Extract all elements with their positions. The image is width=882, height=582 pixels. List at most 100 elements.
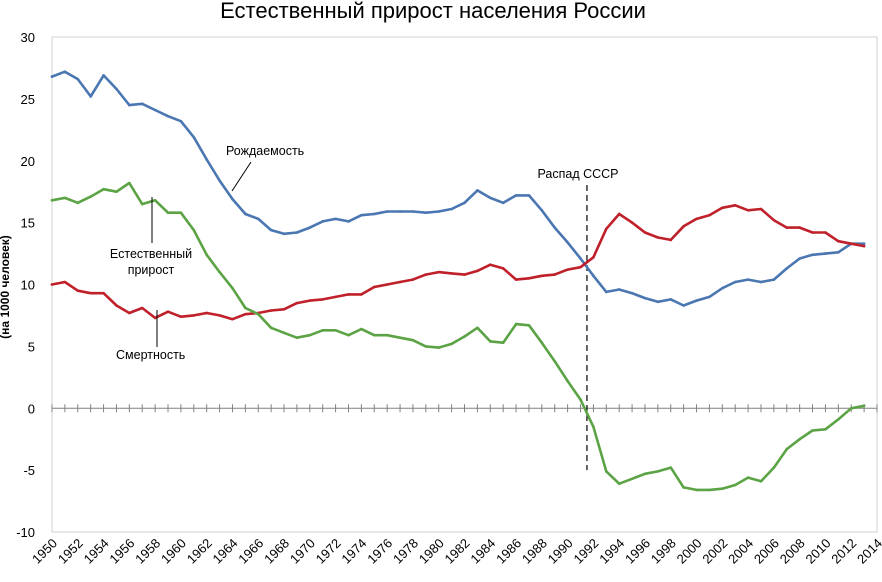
y-tick-label: 20 bbox=[21, 154, 35, 169]
x-tick-label: 1964 bbox=[210, 536, 241, 567]
data-point-birth bbox=[604, 290, 608, 294]
data-point-birth bbox=[115, 87, 118, 91]
data-point-birth bbox=[721, 286, 724, 290]
data-point-birth bbox=[372, 212, 376, 216]
data-point-natural bbox=[643, 472, 647, 476]
zero-axis bbox=[51, 404, 878, 413]
data-point-natural bbox=[153, 199, 157, 202]
series-group bbox=[50, 70, 866, 492]
data-point-death bbox=[63, 280, 67, 284]
data-point-death bbox=[721, 206, 724, 210]
data-point-death bbox=[695, 217, 698, 221]
data-point-natural bbox=[527, 324, 531, 327]
data-point-death bbox=[708, 213, 711, 217]
y-axis-label: (на 1000 человек) bbox=[0, 235, 12, 339]
data-point-natural bbox=[63, 196, 67, 200]
data-point-natural bbox=[76, 201, 80, 205]
x-tick-label: 1998 bbox=[648, 536, 679, 567]
data-point-death bbox=[630, 221, 634, 224]
data-point-death bbox=[218, 314, 221, 317]
data-point-birth bbox=[398, 210, 402, 213]
data-point-death bbox=[824, 231, 827, 234]
data-point-death bbox=[733, 204, 737, 207]
data-point-death bbox=[372, 285, 376, 289]
data-point-natural bbox=[360, 327, 363, 331]
data-point-natural bbox=[385, 333, 389, 337]
data-point-death bbox=[617, 212, 621, 216]
data-point-death bbox=[205, 311, 208, 315]
data-point-birth bbox=[746, 278, 750, 281]
data-point-birth bbox=[166, 114, 170, 118]
data-point-death bbox=[772, 218, 776, 222]
data-point-natural bbox=[463, 335, 466, 338]
data-point-death bbox=[837, 239, 840, 243]
data-point-death bbox=[295, 301, 299, 305]
chart-title: Естественный прирост населения России bbox=[220, 0, 646, 23]
data-point-natural bbox=[798, 437, 801, 441]
x-tick-label: 2002 bbox=[699, 536, 730, 567]
x-tick-label: 1984 bbox=[467, 536, 498, 567]
data-point-birth bbox=[463, 201, 466, 205]
data-point-death bbox=[579, 265, 582, 269]
data-point-birth bbox=[308, 226, 312, 229]
data-point-natural bbox=[321, 328, 325, 332]
data-point-natural bbox=[617, 482, 621, 486]
data-point-natural bbox=[334, 328, 337, 332]
data-point-natural bbox=[708, 488, 711, 492]
natural-label-line1: Естественный bbox=[110, 247, 192, 261]
x-tick-label: 1954 bbox=[81, 536, 112, 567]
data-point-birth bbox=[269, 228, 273, 232]
x-tick-label: 1962 bbox=[184, 536, 215, 567]
data-point-birth bbox=[501, 201, 505, 205]
data-point-natural bbox=[89, 195, 92, 198]
x-tick-label: 1988 bbox=[519, 536, 550, 567]
data-point-death bbox=[488, 263, 492, 267]
data-point-natural bbox=[115, 190, 118, 193]
data-point-natural bbox=[424, 345, 428, 348]
data-point-natural bbox=[656, 470, 660, 473]
data-point-natural bbox=[50, 199, 54, 202]
data-point-natural bbox=[218, 270, 221, 274]
x-tick-label: 1956 bbox=[106, 536, 137, 567]
plot-area-frame bbox=[51, 36, 878, 533]
data-point-natural bbox=[553, 359, 557, 363]
data-point-birth bbox=[592, 274, 595, 278]
data-point-natural bbox=[179, 211, 183, 215]
data-point-death bbox=[656, 236, 660, 239]
data-point-natural bbox=[256, 312, 260, 316]
data-point-death bbox=[244, 312, 247, 316]
data-point-natural bbox=[476, 326, 479, 330]
data-point-death bbox=[89, 291, 92, 295]
data-point-birth bbox=[488, 196, 492, 200]
data-point-birth bbox=[837, 251, 840, 254]
data-point-natural bbox=[733, 483, 737, 487]
y-tick-label: 0 bbox=[28, 401, 35, 416]
data-point-natural bbox=[785, 447, 789, 451]
data-point-natural bbox=[450, 342, 453, 346]
data-point-death bbox=[849, 242, 853, 245]
data-point-birth bbox=[192, 135, 196, 139]
data-point-natural bbox=[669, 466, 673, 469]
data-point-birth bbox=[424, 211, 428, 215]
data-point-natural bbox=[347, 333, 350, 337]
data-point-birth bbox=[63, 70, 67, 73]
data-point-natural bbox=[244, 306, 247, 310]
y-tick-label: 10 bbox=[21, 278, 35, 293]
data-point-natural bbox=[166, 211, 170, 215]
data-point-natural bbox=[746, 476, 750, 479]
data-point-birth bbox=[733, 280, 737, 284]
x-tick-label: 1992 bbox=[570, 536, 601, 567]
data-point-natural bbox=[695, 488, 698, 492]
data-point-birth bbox=[566, 241, 569, 244]
data-point-birth bbox=[205, 158, 208, 161]
data-point-death bbox=[102, 291, 105, 295]
data-point-natural bbox=[501, 341, 505, 344]
data-point-death bbox=[192, 314, 196, 317]
data-point-birth bbox=[282, 232, 286, 236]
data-point-death bbox=[450, 272, 453, 275]
data-point-birth bbox=[256, 217, 260, 221]
data-point-death bbox=[553, 273, 557, 276]
x-tick-label: 1970 bbox=[287, 536, 318, 567]
data-point-birth bbox=[76, 77, 80, 81]
y-tick-label: 30 bbox=[21, 30, 35, 45]
